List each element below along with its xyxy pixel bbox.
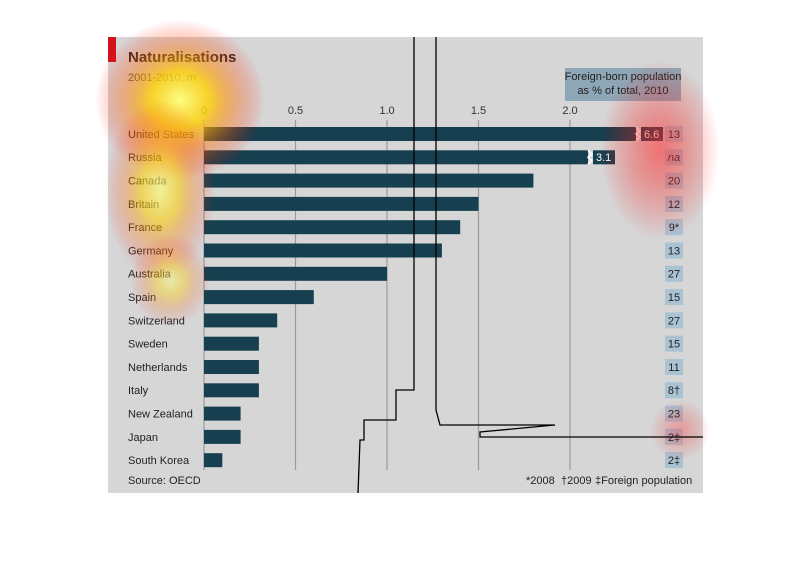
side-value: 2‡	[668, 432, 680, 444]
footnote: *2008	[526, 475, 555, 487]
bar	[204, 266, 387, 281]
bar	[204, 383, 259, 398]
footnote: ‡Foreign population	[595, 475, 692, 487]
y-tick-label: Switzerland	[128, 315, 185, 327]
panel	[108, 37, 703, 493]
y-tick-label: Australia	[128, 269, 172, 281]
y-tick-label: Russia	[128, 152, 163, 164]
bar-break	[586, 149, 594, 165]
side-header: Foreign-born population	[565, 71, 682, 83]
x-tick-label: 0.5	[288, 105, 303, 117]
value-label: 6.6	[644, 129, 659, 141]
bar	[204, 406, 241, 421]
side-value: 23	[668, 409, 680, 421]
side-cell	[665, 265, 683, 282]
side-cell	[665, 335, 683, 352]
y-tick-label: South Korea	[128, 455, 190, 467]
x-tick-label: 2.0	[562, 105, 577, 117]
side-header: as % of total, 2010	[577, 85, 668, 97]
bar	[204, 243, 442, 258]
bar	[204, 360, 259, 374]
footnote: †2009	[561, 475, 592, 487]
side-value: 13	[668, 129, 680, 141]
bar	[204, 429, 241, 444]
side-value: 2‡	[668, 455, 680, 467]
accent	[108, 37, 116, 62]
chart-subtitle: 2001-2010, m	[128, 72, 196, 84]
bar	[204, 336, 259, 351]
side-value: 20	[668, 176, 680, 188]
side-cell	[665, 242, 683, 259]
side-value: 27	[668, 315, 680, 327]
bar	[204, 453, 223, 468]
y-tick-label: Britain	[128, 199, 159, 211]
y-tick-label: New Zealand	[128, 409, 193, 421]
bar	[204, 150, 588, 165]
cursor-trace	[357, 37, 415, 494]
side-value: 15	[668, 339, 680, 351]
side-value: 8†	[668, 385, 680, 397]
y-tick-label: France	[128, 222, 162, 234]
side-value: na	[668, 152, 680, 164]
bar	[204, 173, 534, 188]
bar	[204, 196, 479, 211]
side-value: 12	[668, 199, 680, 211]
side-cell	[665, 312, 683, 329]
y-tick-label: Germany	[128, 245, 174, 257]
side-value: 27	[668, 269, 680, 281]
y-tick-label: Canada	[128, 176, 167, 188]
bar	[204, 290, 314, 305]
x-tick-label: 1.5	[471, 105, 486, 117]
side-value: 15	[668, 292, 680, 304]
y-tick-label: Japan	[128, 432, 158, 444]
bar	[204, 313, 278, 328]
x-tick-label: 0	[201, 105, 207, 117]
source: Source: OECD	[128, 475, 201, 487]
value-label: 3.1	[596, 152, 611, 164]
side-value: 9*	[669, 222, 680, 234]
y-tick-label: Spain	[128, 292, 156, 304]
side-value: 13	[668, 245, 680, 257]
y-tick-label: Italy	[128, 385, 149, 397]
cursor-trace	[435, 37, 703, 438]
x-tick-label: 1.0	[379, 105, 394, 117]
chart-title: Naturalisations	[128, 49, 236, 66]
y-tick-label: Netherlands	[128, 362, 188, 374]
side-cell	[665, 289, 683, 306]
bar	[204, 220, 461, 235]
side-cell	[665, 382, 683, 399]
side-cell	[665, 359, 683, 375]
y-tick-label: United States	[128, 129, 195, 141]
side-value: 11	[668, 362, 679, 374]
y-tick-label: Sweden	[128, 339, 168, 351]
bar	[204, 127, 636, 141]
